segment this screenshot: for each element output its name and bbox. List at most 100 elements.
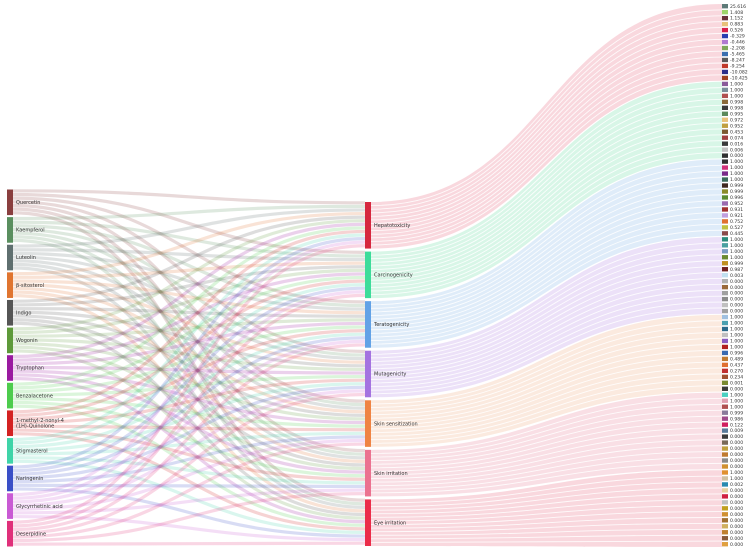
source-node-naringenin[interactable]	[7, 465, 13, 492]
value-node-skin-irritation-8[interactable]	[722, 440, 728, 445]
value-node-mutagenicity-10[interactable]	[722, 296, 728, 302]
value-node-teratogenicity-4[interactable]	[722, 183, 728, 188]
target-node-mutagenicity[interactable]	[365, 350, 371, 398]
value-node-skin-irritation-0[interactable]	[722, 392, 728, 397]
value-node-teratogenicity-11[interactable]	[722, 225, 728, 230]
value-node-skin-irritation-9[interactable]	[722, 446, 728, 451]
target-node-eye-irritation[interactable]	[365, 499, 371, 546]
value-node-eye-irritation-0[interactable]	[722, 470, 728, 475]
value-node-hepatotoxicity-5[interactable]	[722, 33, 728, 39]
value-node-skin-irritation-6[interactable]	[722, 428, 728, 433]
value-node-skin-sensitization-12[interactable]	[722, 386, 728, 391]
target-node-hepatotoxicity[interactable]	[365, 202, 371, 249]
value-node-skin-sensitization-11[interactable]	[722, 380, 728, 385]
value-node-eye-irritation-12[interactable]	[722, 542, 728, 547]
value-node-hepatotoxicity-4[interactable]	[722, 27, 728, 33]
value-node-hepatotoxicity-1[interactable]	[722, 9, 728, 15]
value-node-carcinogenicity-5[interactable]	[722, 111, 728, 116]
value-node-skin-irritation-2[interactable]	[722, 404, 728, 409]
source-node-stigmasterol[interactable]	[7, 438, 13, 464]
value-node-skin-irritation-3[interactable]	[722, 410, 728, 415]
value-node-mutagenicity-0[interactable]	[722, 237, 728, 242]
value-node-teratogenicity-0[interactable]	[722, 159, 728, 164]
value-node-skin-irritation-11[interactable]	[722, 458, 728, 463]
value-node-skin-irritation-12[interactable]	[722, 464, 728, 469]
target-node-skin-irritation[interactable]	[365, 449, 371, 497]
value-node-hepatotoxicity-6[interactable]	[722, 39, 728, 45]
value-node-teratogenicity-5[interactable]	[722, 189, 728, 194]
value-node-skin-sensitization-3[interactable]	[722, 332, 728, 338]
value-node-hepatotoxicity-0[interactable]	[722, 4, 728, 9]
value-node-eye-irritation-1[interactable]	[722, 476, 728, 481]
value-node-hepatotoxicity-10[interactable]	[722, 63, 728, 69]
value-node-carcinogenicity-2[interactable]	[722, 93, 728, 99]
value-node-skin-sensitization-10[interactable]	[722, 374, 728, 380]
value-node-eye-irritation-4[interactable]	[722, 494, 728, 499]
value-node-eye-irritation-7[interactable]	[722, 512, 728, 517]
value-node-hepatotoxicity-7[interactable]	[722, 45, 728, 51]
value-node-eye-irritation-3[interactable]	[722, 488, 728, 493]
value-node-teratogenicity-2[interactable]	[722, 171, 728, 176]
value-node-carcinogenicity-9[interactable]	[722, 135, 728, 140]
value-node-eye-irritation-5[interactable]	[722, 500, 728, 505]
value-node-carcinogenicity-6[interactable]	[722, 117, 728, 122]
source-node-luteolin[interactable]	[7, 244, 13, 271]
value-node-skin-sensitization-4[interactable]	[722, 338, 728, 344]
value-node-hepatotoxicity-3[interactable]	[722, 21, 728, 27]
value-node-skin-sensitization-5[interactable]	[722, 344, 728, 350]
value-node-carcinogenicity-7[interactable]	[722, 123, 728, 128]
value-node-skin-sensitization-7[interactable]	[722, 356, 728, 362]
value-node-teratogenicity-6[interactable]	[722, 195, 728, 200]
source-node-benzalacetone[interactable]	[7, 382, 13, 409]
source-node-kaempferol[interactable]	[7, 217, 13, 243]
target-node-skin-sensitization[interactable]	[365, 400, 371, 447]
value-node-hepatotoxicity-12[interactable]	[722, 75, 728, 81]
value-node-mutagenicity-2[interactable]	[722, 249, 728, 254]
value-node-eye-irritation-2[interactable]	[722, 482, 728, 487]
value-node-hepatotoxicity-11[interactable]	[722, 69, 728, 75]
target-node-carcinogenicity[interactable]	[365, 251, 371, 299]
value-node-skin-irritation-4[interactable]	[722, 416, 728, 421]
value-node-mutagenicity-3[interactable]	[722, 255, 728, 260]
value-node-teratogenicity-3[interactable]	[722, 177, 728, 182]
source-node-tryptophan[interactable]	[7, 355, 13, 381]
value-node-skin-sensitization-6[interactable]	[722, 350, 728, 356]
source-node-sitosterol[interactable]	[7, 272, 13, 298]
value-node-carcinogenicity-11[interactable]	[722, 147, 728, 152]
source-node-quercetin[interactable]	[7, 189, 13, 216]
value-node-skin-irritation-5[interactable]	[722, 422, 728, 427]
value-node-skin-sensitization-2[interactable]	[722, 326, 728, 332]
value-node-carcinogenicity-10[interactable]	[722, 141, 728, 146]
value-node-carcinogenicity-8[interactable]	[722, 129, 728, 134]
value-node-skin-sensitization-1[interactable]	[722, 320, 728, 326]
source-node-glycyrrhetinic-acid[interactable]	[7, 493, 13, 519]
value-node-skin-sensitization-0[interactable]	[722, 314, 728, 320]
value-node-hepatotoxicity-2[interactable]	[722, 15, 728, 21]
source-node-1-methyl-2-nonyl-4-1h-quinolone[interactable]	[7, 410, 13, 437]
source-node-wogonin[interactable]	[7, 327, 13, 354]
value-node-skin-irritation-7[interactable]	[722, 434, 728, 439]
value-node-hepatotoxicity-8[interactable]	[722, 51, 728, 57]
target-node-teratogenicity[interactable]	[365, 301, 371, 348]
value-node-carcinogenicity-4[interactable]	[722, 105, 728, 111]
value-node-mutagenicity-6[interactable]	[722, 273, 728, 278]
value-node-eye-irritation-6[interactable]	[722, 506, 728, 511]
value-node-eye-irritation-9[interactable]	[722, 524, 728, 529]
value-node-skin-sensitization-9[interactable]	[722, 368, 728, 374]
value-node-mutagenicity-11[interactable]	[722, 302, 728, 308]
value-node-teratogenicity-7[interactable]	[722, 201, 728, 206]
value-node-mutagenicity-7[interactable]	[722, 278, 728, 284]
value-node-eye-irritation-10[interactable]	[722, 530, 728, 535]
value-node-mutagenicity-9[interactable]	[722, 290, 728, 296]
value-node-teratogenicity-9[interactable]	[722, 213, 728, 218]
value-node-carcinogenicity-12[interactable]	[722, 153, 728, 158]
value-node-mutagenicity-4[interactable]	[722, 261, 728, 266]
value-node-mutagenicity-5[interactable]	[722, 267, 728, 272]
value-node-carcinogenicity-3[interactable]	[722, 99, 728, 105]
value-node-skin-irritation-10[interactable]	[722, 452, 728, 457]
value-node-mutagenicity-8[interactable]	[722, 284, 728, 290]
source-node-indigo[interactable]	[7, 299, 13, 326]
value-node-carcinogenicity-1[interactable]	[722, 87, 728, 93]
value-node-teratogenicity-8[interactable]	[722, 207, 728, 212]
value-node-mutagenicity-12[interactable]	[722, 308, 728, 314]
